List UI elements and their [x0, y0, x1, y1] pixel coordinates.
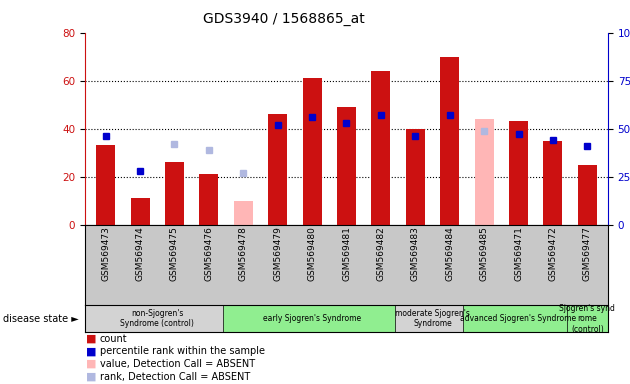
Text: GSM569471: GSM569471	[514, 227, 523, 281]
Text: GSM569481: GSM569481	[342, 227, 351, 281]
Text: GSM569479: GSM569479	[273, 227, 282, 281]
Text: GSM569484: GSM569484	[445, 227, 454, 281]
Bar	[165, 162, 184, 225]
Text: ■: ■	[86, 334, 96, 344]
Bar	[406, 129, 425, 225]
Text: value, Detection Call = ABSENT: value, Detection Call = ABSENT	[100, 359, 255, 369]
Bar	[440, 56, 459, 225]
Text: disease state ►: disease state ►	[3, 314, 79, 324]
Text: GSM569482: GSM569482	[376, 227, 386, 281]
Text: Sjogren's synd
rome
(control): Sjogren's synd rome (control)	[559, 304, 616, 334]
Text: GSM569474: GSM569474	[135, 227, 145, 281]
Bar	[578, 165, 597, 225]
Text: rank, Detection Call = ABSENT: rank, Detection Call = ABSENT	[100, 372, 249, 382]
Bar	[85, 305, 229, 332]
Text: GSM569480: GSM569480	[307, 227, 317, 281]
Text: count: count	[100, 334, 127, 344]
Bar	[394, 305, 471, 332]
Bar	[200, 174, 219, 225]
Bar	[302, 78, 321, 225]
Bar	[234, 201, 253, 225]
Text: advanced Sjogren's Syndrome: advanced Sjogren's Syndrome	[461, 314, 576, 323]
Bar	[337, 107, 356, 225]
Bar	[222, 305, 401, 332]
Bar	[544, 141, 563, 225]
Text: GSM569475: GSM569475	[170, 227, 179, 281]
Bar	[268, 114, 287, 225]
Bar	[96, 146, 115, 225]
Bar	[372, 71, 391, 225]
Text: percentile rank within the sample: percentile rank within the sample	[100, 346, 265, 356]
Bar	[566, 305, 608, 332]
Text: ■: ■	[86, 359, 96, 369]
Text: GSM569476: GSM569476	[204, 227, 214, 281]
Text: GSM569478: GSM569478	[239, 227, 248, 281]
Bar	[130, 198, 149, 225]
Bar	[509, 121, 528, 225]
Text: GSM569473: GSM569473	[101, 227, 110, 281]
Bar	[464, 305, 573, 332]
Text: early Sjogren's Syndrome: early Sjogren's Syndrome	[263, 314, 361, 323]
Text: GSM569483: GSM569483	[411, 227, 420, 281]
Text: GSM569472: GSM569472	[548, 227, 558, 281]
Bar	[474, 119, 493, 225]
Text: GDS3940 / 1568865_at: GDS3940 / 1568865_at	[203, 12, 364, 25]
Text: non-Sjogren's
Syndrome (control): non-Sjogren's Syndrome (control)	[120, 309, 194, 328]
Text: ■: ■	[86, 346, 96, 356]
Text: moderate Sjogren's
Syndrome: moderate Sjogren's Syndrome	[395, 309, 470, 328]
Text: GSM569477: GSM569477	[583, 227, 592, 281]
Text: GSM569485: GSM569485	[479, 227, 489, 281]
Text: ■: ■	[86, 372, 96, 382]
